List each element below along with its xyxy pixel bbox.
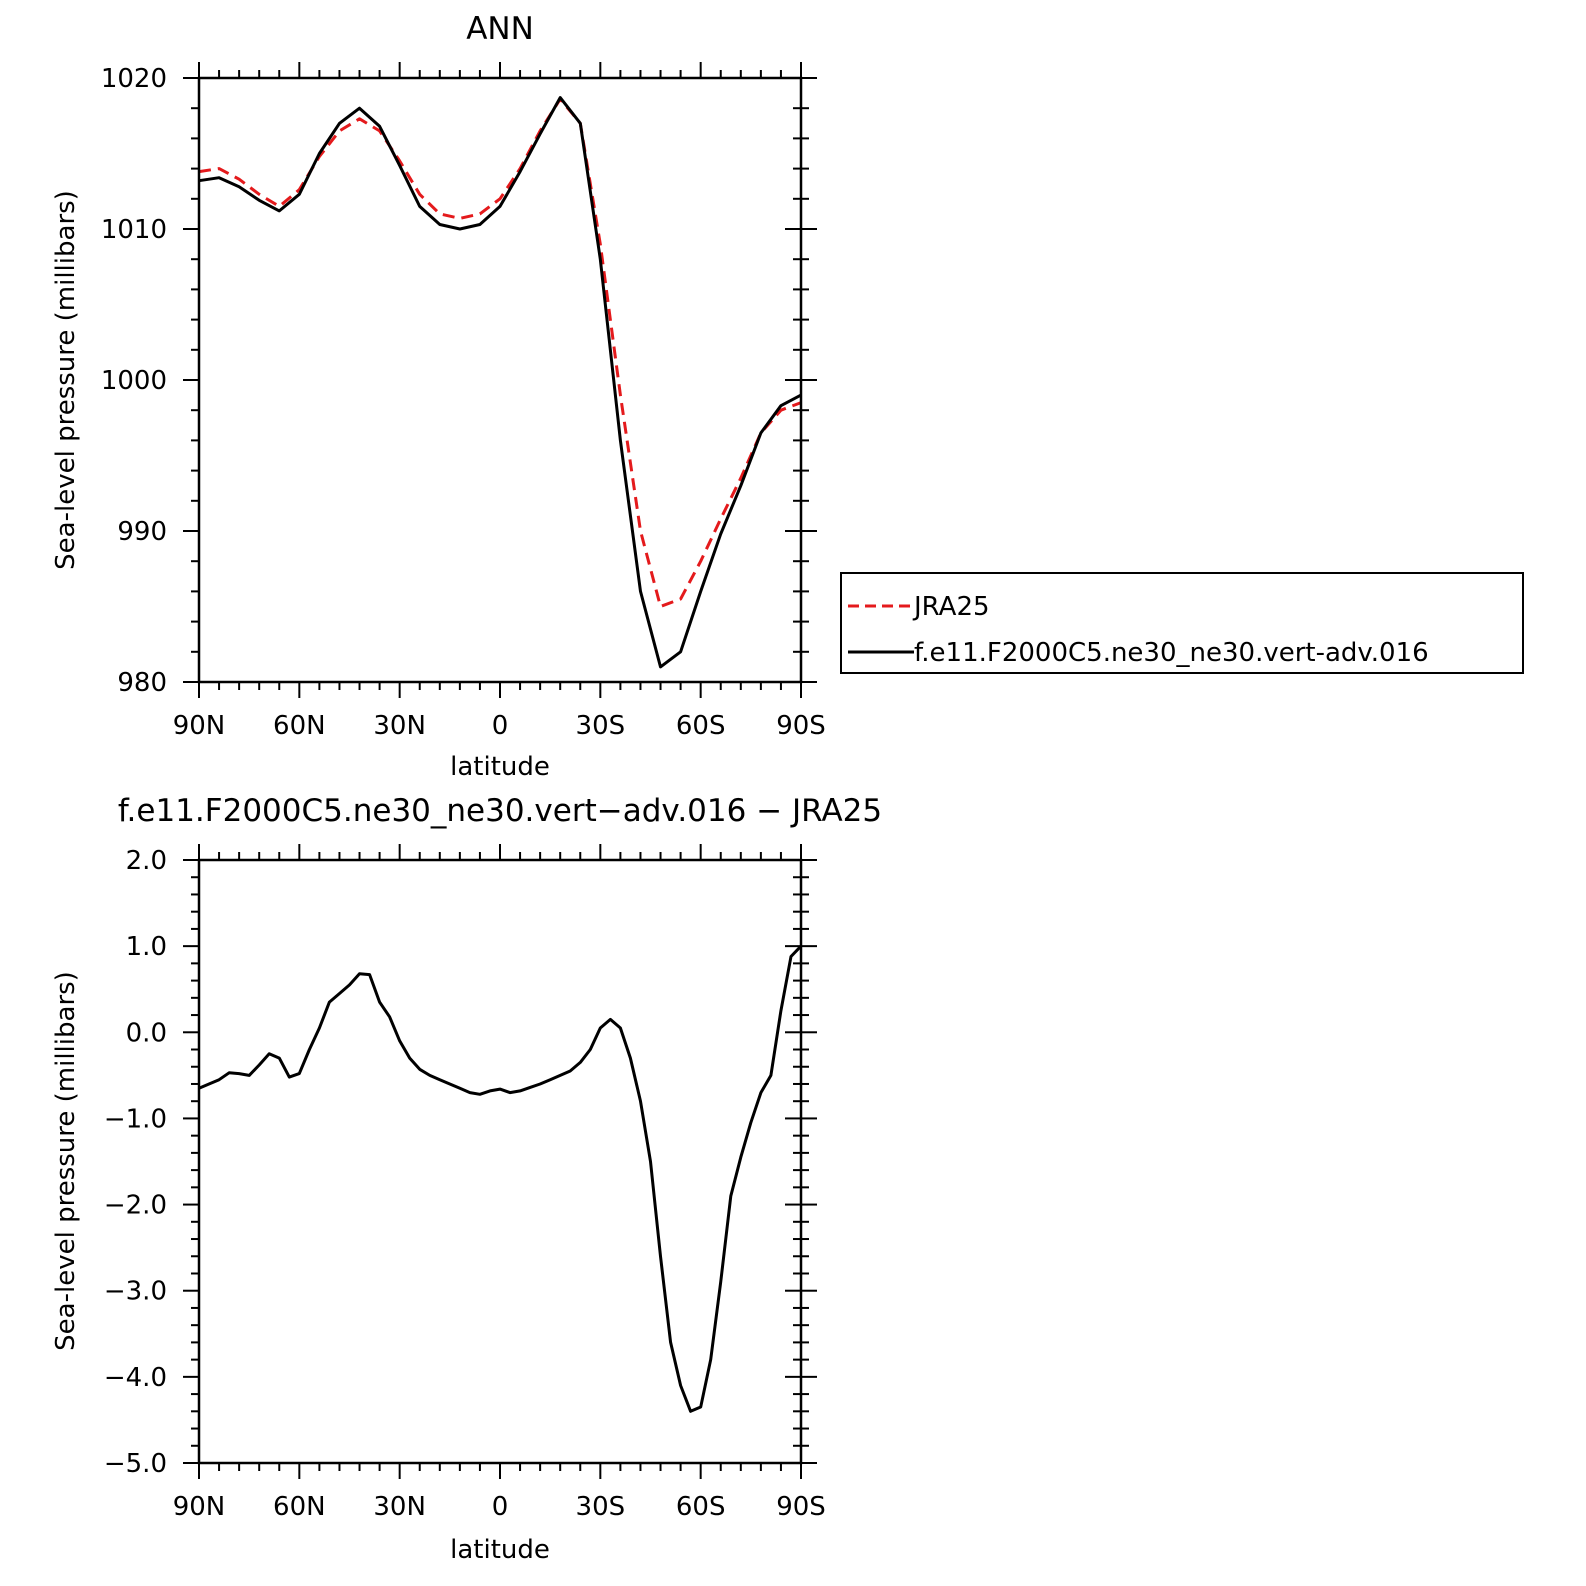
bottom-series-group	[198, 945, 803, 1413]
top-axis-ticks	[183, 62, 817, 698]
legend-label-jra25: JRA25	[912, 592, 990, 622]
legend: JRA25 f.e11.F2000C5.ne30_ne30.vert-adv.0…	[840, 572, 1524, 674]
top-y-tick-label: 990	[117, 517, 167, 547]
bottom-plot-frame	[197, 858, 803, 1465]
top-plot-frame	[197, 76, 803, 684]
top-chart-title: ANN	[466, 11, 534, 47]
bottom-x-tick-label: 0	[492, 1492, 509, 1522]
top-tick-labels: 90N 60N 30N 0 30S 60S 90S 980 990 1000 1010 1020	[101, 64, 826, 741]
panel-difference: f.e11.F2000C5.ne30_ne30.vert−adv.016 − J…	[51, 793, 882, 1565]
bottom-y-tick-label: 1.0	[126, 932, 167, 962]
bottom-x-tick-label: 90S	[776, 1492, 826, 1522]
top-x-tick-label: 60S	[676, 711, 726, 741]
legend-label-model: f.e11.F2000C5.ne30_ne30.vert-adv.016	[914, 638, 1429, 668]
top-series-group	[198, 96, 802, 669]
top-series-line-0	[198, 97, 802, 608]
bottom-y-tick-label: −3.0	[104, 1277, 167, 1307]
top-x-tick-label: 90N	[173, 711, 226, 741]
top-y-axis-label: Sea-level pressure (millibars)	[51, 190, 81, 570]
top-x-tick-label: 90S	[776, 711, 826, 741]
bottom-y-tick-label: 0.0	[126, 1018, 167, 1048]
bottom-y-tick-label: −1.0	[104, 1104, 167, 1134]
bottom-x-tick-label: 30N	[373, 1492, 426, 1522]
top-y-tick-label: 1010	[101, 215, 167, 245]
legend-box	[840, 572, 1524, 674]
top-y-tick-label: 980	[117, 668, 167, 698]
bottom-y-tick-label: −2.0	[104, 1191, 167, 1221]
bottom-y-axis-label: Sea-level pressure (millibars)	[51, 971, 81, 1351]
bottom-x-tick-label: 60S	[676, 1492, 726, 1522]
bottom-tick-labels: 90N 60N 30N 0 30S 60S 90S −5.0 −4.0 −3.0 −2.0 −1.0 0…	[104, 846, 826, 1522]
bottom-series-line-0	[198, 945, 803, 1413]
top-x-tick-label: 60N	[273, 711, 326, 741]
top-y-tick-label: 1020	[101, 64, 167, 94]
bottom-y-tick-label: −4.0	[104, 1363, 167, 1393]
bottom-x-tick-label: 30S	[576, 1492, 626, 1522]
top-series-line-1	[198, 96, 802, 669]
top-x-axis-label: latitude	[450, 752, 550, 782]
top-x-tick-label: 0	[492, 711, 509, 741]
bottom-y-tick-label: 2.0	[126, 846, 167, 876]
bottom-axis-ticks	[183, 844, 817, 1479]
top-x-tick-label: 30N	[373, 711, 426, 741]
top-x-tick-label: 30S	[576, 711, 626, 741]
bottom-chart-title: f.e11.F2000C5.ne30_ne30.vert−adv.016 − J…	[118, 793, 882, 829]
bottom-x-axis-label: latitude	[450, 1535, 550, 1565]
bottom-y-tick-label: −5.0	[104, 1449, 167, 1479]
bottom-x-tick-label: 60N	[273, 1492, 326, 1522]
panel-annual-mean: ANN 90N 60N 30N 0 30S 60S 90S 980 990 1000 1010 102…	[51, 11, 826, 782]
bottom-x-tick-label: 90N	[173, 1492, 226, 1522]
top-y-tick-label: 1000	[101, 366, 167, 396]
